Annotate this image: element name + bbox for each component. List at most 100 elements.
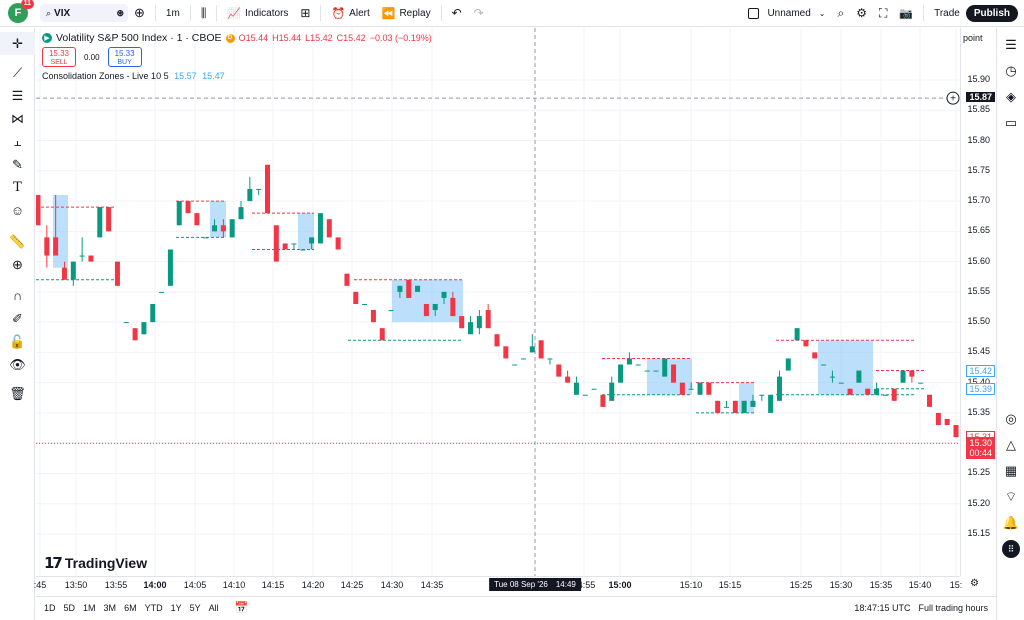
calendar-icon: ▦ — [1004, 463, 1018, 478]
stay-drawing-tool[interactable]: ✐ — [0, 307, 35, 330]
target-icon: ◎ — [1005, 411, 1017, 426]
stream-button[interactable]: ⌔ — [997, 484, 1024, 510]
hide-tool[interactable]: 👁 — [0, 353, 35, 376]
layout-menu-button[interactable]: Unnamed ⌄ — [742, 0, 831, 27]
replay-label: Replay — [399, 7, 431, 19]
candle-body — [768, 394, 774, 413]
ideas-button[interactable]: △ — [997, 432, 1024, 458]
icon-tool[interactable]: ☺ — [0, 199, 35, 222]
trash-icon: 🗑 — [9, 385, 26, 401]
target-button[interactable]: ◎ — [997, 406, 1024, 432]
spread-value: 0.00 — [84, 52, 100, 62]
measure-tool[interactable]: 📏 — [0, 230, 35, 253]
magnet-tool[interactable]: ∩ — [0, 284, 35, 307]
exchange-badge: D — [225, 33, 235, 43]
range-button-3m[interactable]: 3M — [103, 602, 117, 613]
candles-icon: ⫼ — [200, 5, 207, 20]
indicators-button[interactable]: 📈 Indicators — [221, 0, 294, 27]
zoom-tool[interactable]: ⊕ — [0, 253, 35, 276]
zone-low-label: 15.39 — [966, 382, 995, 395]
chat-button[interactable]: ▭ — [997, 110, 1024, 136]
fullscreen-button[interactable]: ⛶ — [873, 0, 893, 27]
range-button-6m[interactable]: 6M — [124, 602, 137, 613]
time-tick-label: 14:05 — [183, 580, 207, 590]
candle-body — [53, 237, 59, 256]
symbol-title[interactable]: Volatility S&P 500 Index · 1 · CBOE — [56, 32, 222, 44]
range-button-1d[interactable]: 1D — [44, 602, 56, 613]
divider — [320, 5, 322, 21]
alerts-button[interactable]: ◷ — [997, 58, 1024, 84]
user-avatar[interactable]: F 11 — [8, 0, 34, 23]
candle-body — [715, 400, 721, 413]
lock-tool[interactable]: 🔓 — [0, 330, 35, 353]
snapshot-button[interactable]: 📷 — [893, 0, 919, 27]
sell-button[interactable]: 15.33 SELL — [42, 47, 76, 67]
top-toolbar: F 11 ⌕ VIX ⊛ ⊕ 1m ⫼ 📈 Indicators ⊞ ⏰ Ale… — [0, 0, 1024, 27]
remove-tool[interactable]: 🗑 — [0, 382, 35, 405]
candle-body — [653, 370, 659, 372]
candle-body — [141, 322, 147, 335]
range-button-1m[interactable]: 1M — [83, 602, 96, 613]
candle-body — [335, 237, 341, 250]
notifications-button[interactable]: 🔔 — [997, 510, 1024, 536]
range-button-all[interactable]: All — [208, 602, 219, 613]
time-axis[interactable]: :45 13:50 13:55 14:00 14:05 14:10 14:15 14:20 14… — [34, 576, 962, 594]
price-tick-label: 15.75 — [967, 164, 990, 175]
trend-line-tool[interactable]: ⟋ — [0, 61, 35, 84]
chart-pane[interactable]: + — [35, 28, 960, 576]
apps-button[interactable]: ⠿ — [997, 536, 1024, 562]
buy-button[interactable]: 15.33 BUY — [107, 47, 142, 67]
candle-body — [582, 394, 588, 396]
calendar-button[interactable]: ▦ — [997, 458, 1024, 484]
utc-clock[interactable]: 18:47:15 UTC — [854, 602, 911, 613]
publish-button[interactable]: Publish — [965, 4, 1018, 22]
candle-body — [379, 328, 385, 341]
watchlist-button[interactable]: ☰ — [997, 32, 1024, 58]
text-tool[interactable]: T — [0, 176, 35, 199]
indicator-value-1: 15.57 — [174, 71, 197, 81]
interval-button[interactable]: 1m — [165, 7, 180, 19]
pattern-tool[interactable]: ⋈ — [0, 107, 35, 130]
add-symbol-button[interactable]: ⊕ — [128, 0, 151, 27]
layers-button[interactable]: ◈ — [997, 84, 1024, 110]
quick-search-button[interactable]: ⌕ — [832, 0, 851, 27]
compare-icon[interactable]: ⊛ — [116, 7, 124, 18]
range-button-1y[interactable]: 1Y — [170, 602, 182, 613]
pen-icon: ✎ — [12, 156, 23, 172]
undo-button[interactable]: ↶ — [446, 0, 468, 27]
range-button-5y[interactable]: 5Y — [189, 602, 201, 613]
date-range-button[interactable]: 📅 — [231, 601, 253, 614]
alert-button[interactable]: ⏰ Alert — [325, 0, 375, 27]
candlestick-chart[interactable]: + — [35, 28, 960, 576]
bottom-toolbar: 1D 5D 1M 3M 6M YTD 1Y 5Y All 📅 18:47:15 UTC Full… — [36, 596, 996, 618]
replay-button[interactable]: ⏪ Replay — [376, 0, 437, 27]
candle-body — [114, 261, 120, 286]
range-button-5d[interactable]: 5D — [63, 602, 76, 613]
range-button-ytd[interactable]: YTD — [144, 602, 163, 613]
settings-button[interactable]: ⚙ — [850, 0, 873, 27]
candle-body — [529, 346, 535, 353]
trade-button[interactable]: Trade — [934, 7, 960, 19]
price-scale-mode[interactable]: point — [963, 33, 983, 43]
redo-button[interactable]: ↷ — [468, 0, 490, 27]
crosshair-time-label: Tue 08 Sep '26 14:49 — [489, 578, 581, 591]
price-tick-label: 15.70 — [967, 195, 990, 206]
candle-body — [229, 219, 235, 238]
crosshair-tool[interactable]: ✛ — [0, 32, 35, 55]
symbol-search[interactable]: ⌕ VIX ⊛ — [40, 4, 128, 22]
gear-icon: ⚙ — [856, 6, 867, 20]
session-label[interactable]: Full trading hours — [918, 602, 988, 613]
indicator-legend[interactable]: Consolidation Zones - Live 10 5 15.57 15… — [42, 71, 432, 81]
square-icon — [748, 7, 760, 19]
chart-type-button[interactable]: ⫼ — [195, 0, 213, 27]
fib-tool[interactable]: ☰ — [0, 84, 35, 107]
price-axis[interactable]: point 15.90 15.85 15.80 15.75 15.70 15.65 15.6… — [960, 28, 996, 576]
time-axis-settings-button[interactable]: ⚙ — [970, 578, 979, 589]
prediction-tool[interactable]: ⫠ — [0, 130, 35, 153]
zoom-in-icon: ⊕ — [12, 256, 23, 272]
candle-body — [406, 279, 412, 298]
templates-button[interactable]: ⊞ — [294, 0, 316, 27]
brush-tool[interactable]: ✎ — [0, 153, 35, 176]
candle-body — [909, 370, 915, 377]
trend-line-icon: ⟋ — [12, 64, 23, 80]
